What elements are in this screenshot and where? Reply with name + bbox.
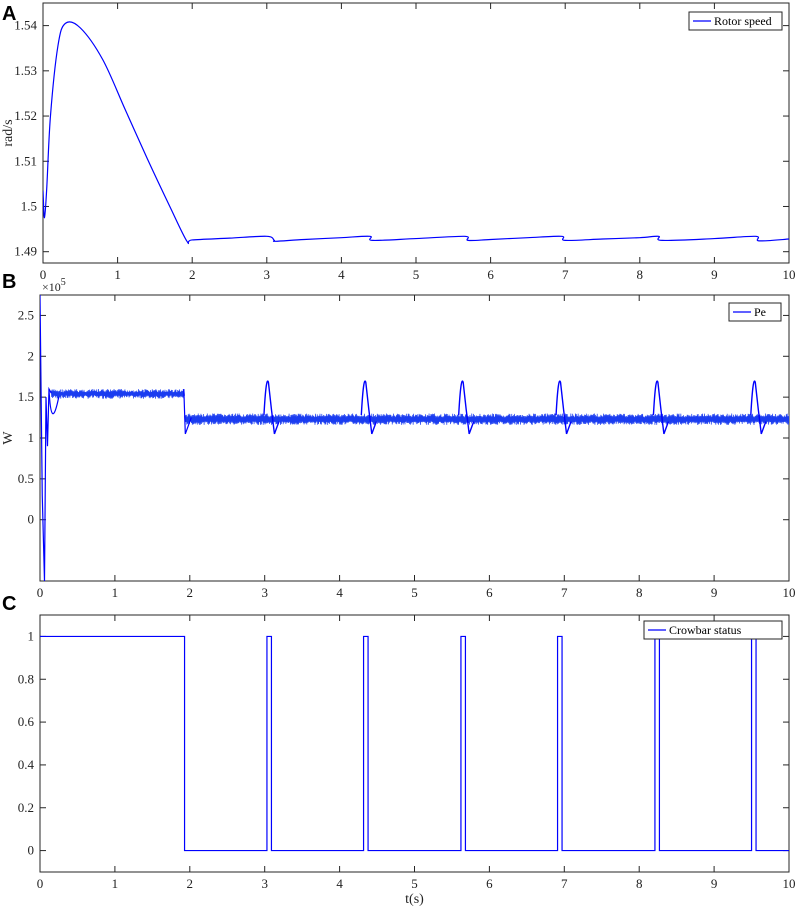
chart-panel-a: A 0 1 2 3 4 5 6 7 8 9 10 1.49 1.5 1.51 1.52 1.53 1.54 rad/… bbox=[1, 2, 796, 282]
x-tick-label: 4 bbox=[336, 876, 343, 891]
x-tick-label: 6 bbox=[487, 267, 494, 282]
x-tick-label: 7 bbox=[561, 585, 568, 600]
y-tick-label: 2 bbox=[28, 348, 35, 363]
x-axis-label: t(s) bbox=[405, 892, 424, 906]
legend: Crowbar status bbox=[643, 620, 783, 640]
series-spike bbox=[555, 380, 572, 435]
panel-label: A bbox=[2, 3, 16, 25]
y-tick-label: 1.52 bbox=[14, 108, 37, 123]
series-spike bbox=[360, 380, 377, 435]
y-tick-label: 0.5 bbox=[18, 471, 34, 486]
legend: Pe bbox=[728, 302, 782, 322]
y-tick-label: 1.53 bbox=[14, 63, 37, 78]
series-startup-dip bbox=[48, 388, 60, 415]
y-tick-label: 1 bbox=[28, 628, 35, 643]
x-tick-label: 3 bbox=[261, 585, 268, 600]
legend-entry: Rotor speed bbox=[714, 14, 772, 28]
x-tick-label: 8 bbox=[637, 267, 644, 282]
x-tick-label: 0 bbox=[37, 585, 44, 600]
x-tick-label: 0 bbox=[40, 267, 47, 282]
series-spike bbox=[263, 380, 280, 435]
x-tick-label: 2 bbox=[189, 267, 196, 282]
y-tick-label: 2.5 bbox=[18, 307, 34, 322]
x-tick-label: 4 bbox=[336, 585, 343, 600]
x-tick-label: 7 bbox=[561, 876, 568, 891]
x-tick-label: 5 bbox=[411, 585, 418, 600]
x-tick-label: 3 bbox=[264, 267, 271, 282]
chart-panel-c: C 0 1 2 3 4 5 6 7 8 9 10 0 0.2 0.4 0.6 0.8 1 t(s) Crowbar s… bbox=[2, 593, 796, 906]
plot-marks bbox=[40, 295, 789, 581]
x-tick-label: 1 bbox=[112, 876, 119, 891]
y-axis-label: rad/s bbox=[1, 119, 16, 146]
y-tick-label: 0.8 bbox=[18, 671, 34, 686]
x-tick-label: 2 bbox=[187, 876, 194, 891]
series-spike bbox=[652, 380, 670, 435]
y-tick-label: 1 bbox=[28, 430, 35, 445]
series-line bbox=[43, 21, 789, 245]
x-tick-label: 1 bbox=[112, 585, 119, 600]
y-tick-label: 1.5 bbox=[18, 389, 34, 404]
x-tick-label: 5 bbox=[413, 267, 420, 282]
legend: Rotor speed bbox=[688, 11, 783, 31]
panel-label: B bbox=[2, 271, 16, 293]
plot-marks bbox=[43, 21, 789, 245]
legend-entry: Crowbar status bbox=[669, 623, 742, 637]
chart-panel-b: B 0 1 2 3 4 5 6 7 8 9 10 0 0.5 1 1.5 2 2.5 W ×105 Pe bbox=[1, 271, 796, 600]
x-tick-label: 6 bbox=[486, 585, 493, 600]
x-tick-label: 0 bbox=[37, 876, 44, 891]
y-axis-exponent: ×105 bbox=[42, 277, 66, 294]
x-tick-label: 10 bbox=[783, 876, 796, 891]
y-tick-label: 1.5 bbox=[21, 198, 37, 213]
series-band bbox=[184, 413, 789, 425]
x-tick-label: 9 bbox=[711, 585, 718, 600]
legend-box bbox=[728, 302, 782, 322]
series-spike bbox=[457, 380, 475, 435]
x-tick-label: 10 bbox=[783, 267, 796, 282]
y-tick-label: 0 bbox=[28, 512, 35, 527]
y-tick-label: 1.54 bbox=[14, 18, 37, 33]
plot-marks bbox=[40, 635, 789, 852]
series-transition bbox=[183, 388, 192, 435]
series-line bbox=[40, 635, 789, 852]
x-tick-label: 4 bbox=[338, 267, 345, 282]
y-tick-label: 1.49 bbox=[14, 244, 37, 259]
legend-box bbox=[643, 620, 783, 640]
legend-entry: Pe bbox=[754, 305, 766, 319]
x-tick-label: 10 bbox=[783, 585, 796, 600]
y-tick-label: 0.4 bbox=[18, 757, 35, 772]
x-tick-label: 2 bbox=[187, 585, 194, 600]
panel-label: C bbox=[2, 593, 16, 615]
x-tick-label: 5 bbox=[411, 876, 418, 891]
y-axis-label: W bbox=[1, 431, 16, 445]
x-tick-label: 3 bbox=[261, 876, 268, 891]
y-tick-label: 0.6 bbox=[18, 714, 35, 729]
y-tick-label: 0 bbox=[28, 843, 35, 858]
x-tick-label: 7 bbox=[562, 267, 569, 282]
x-tick-label: 9 bbox=[711, 876, 718, 891]
y-tick-label: 0.2 bbox=[18, 800, 34, 815]
x-tick-label: 1 bbox=[114, 267, 121, 282]
y-tick-label: 1.51 bbox=[14, 153, 37, 168]
legend-box bbox=[688, 11, 783, 31]
x-tick-label: 8 bbox=[636, 585, 643, 600]
x-tick-label: 9 bbox=[711, 267, 718, 282]
series-band bbox=[50, 388, 185, 399]
x-tick-label: 6 bbox=[486, 876, 493, 891]
series-startup bbox=[40, 295, 52, 581]
series-spike bbox=[750, 380, 767, 435]
x-tick-label: 8 bbox=[636, 876, 643, 891]
